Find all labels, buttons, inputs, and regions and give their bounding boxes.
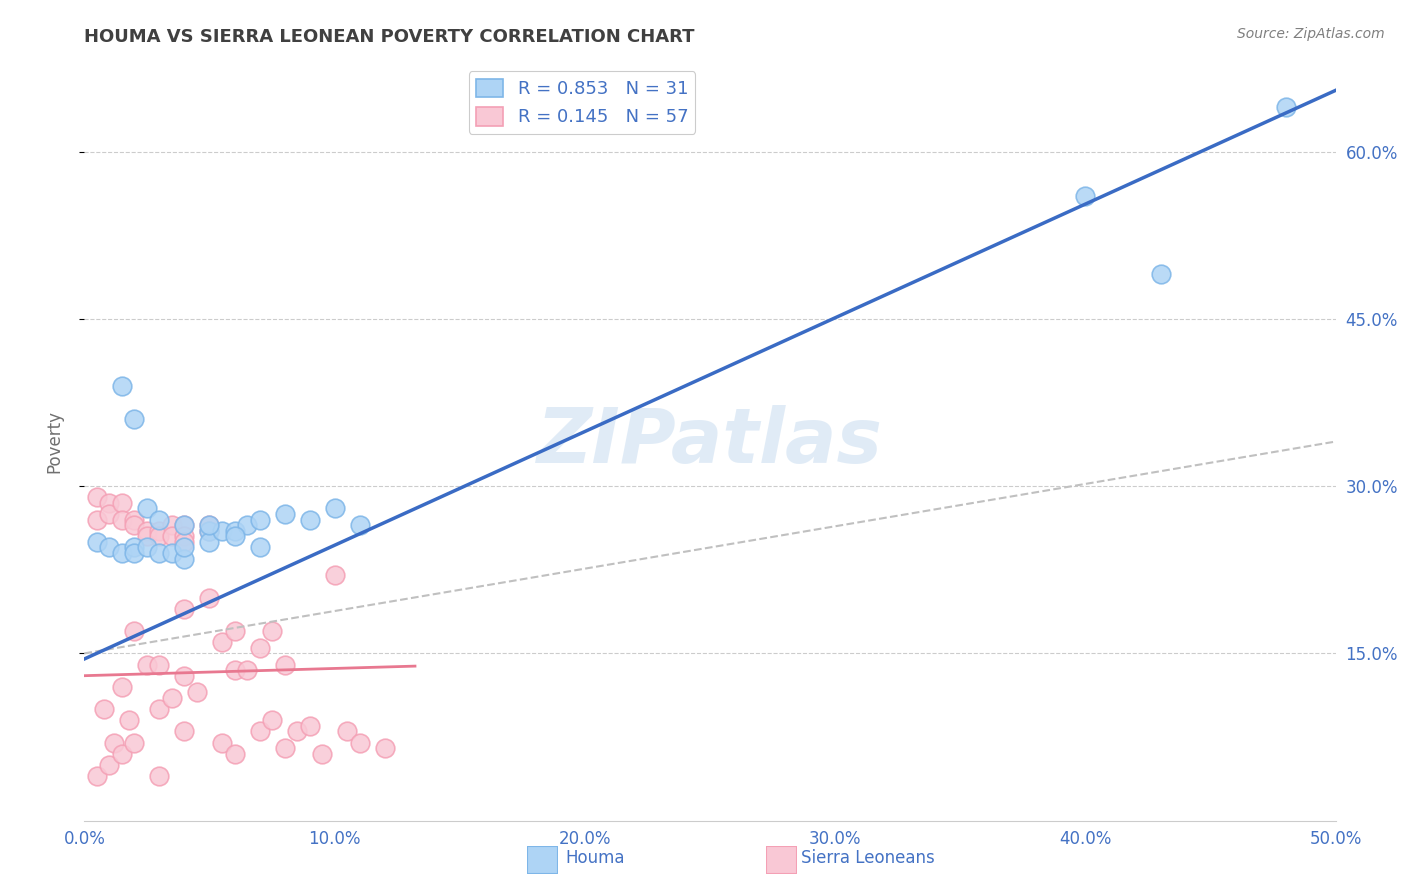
Point (124, 546, 146, 560)
Point (198, 591, 221, 605)
Point (198, 518, 221, 533)
Point (111, 378, 134, 392)
Point (118, 714, 141, 728)
Point (124, 735, 146, 749)
Point (211, 735, 233, 749)
Text: ZIPatlas: ZIPatlas (537, 405, 883, 478)
Point (148, 702, 170, 716)
Point (349, 518, 371, 533)
Point (249, 541, 271, 555)
Point (111, 747, 134, 761)
Point (186, 685, 208, 699)
Point (86, 535, 108, 549)
Point (224, 663, 246, 677)
Point (374, 741, 396, 756)
Point (98, 496, 121, 510)
Point (311, 747, 333, 761)
Point (1274, 100, 1296, 114)
Point (98, 541, 121, 555)
Point (1074, 189, 1097, 203)
Point (211, 524, 233, 538)
Point (136, 524, 159, 538)
Point (173, 518, 195, 533)
Point (273, 741, 295, 756)
Point (336, 724, 359, 739)
Point (273, 657, 295, 672)
Point (124, 541, 146, 555)
Point (160, 546, 183, 560)
Y-axis label: Poverty: Poverty (45, 410, 63, 473)
Point (249, 640, 271, 655)
Point (148, 657, 170, 672)
Point (136, 541, 159, 555)
Point (124, 624, 146, 639)
Point (86, 491, 108, 505)
Point (1149, 268, 1171, 282)
Point (224, 529, 246, 543)
Point (236, 663, 259, 677)
Point (173, 602, 195, 616)
Point (148, 529, 170, 543)
Point (136, 529, 159, 543)
Point (198, 518, 221, 533)
Text: Source: ZipAtlas.com: Source: ZipAtlas.com (1237, 27, 1385, 41)
Point (93, 702, 115, 716)
Text: Sierra Leoneans: Sierra Leoneans (801, 849, 935, 867)
Point (111, 512, 134, 526)
Point (160, 690, 183, 705)
Point (298, 719, 321, 733)
Point (224, 624, 246, 639)
Point (160, 529, 183, 543)
Point (136, 657, 159, 672)
Point (103, 735, 125, 749)
Point (86, 512, 108, 526)
Point (124, 512, 146, 526)
Point (323, 568, 346, 582)
Point (173, 724, 195, 739)
Text: Houma: Houma (565, 849, 624, 867)
Legend: R = 0.853   N = 31, R = 0.145   N = 57: R = 0.853 N = 31, R = 0.145 N = 57 (468, 71, 696, 134)
Point (198, 524, 221, 538)
Point (148, 546, 170, 560)
Point (262, 624, 284, 639)
Point (173, 669, 195, 683)
Point (173, 535, 195, 549)
Point (148, 524, 170, 538)
Point (173, 541, 195, 555)
Point (285, 724, 308, 739)
Point (124, 412, 146, 426)
Point (262, 714, 284, 728)
Point (249, 724, 271, 739)
Point (98, 507, 121, 521)
Text: HOUMA VS SIERRA LEONEAN POVERTY CORRELATION CHART: HOUMA VS SIERRA LEONEAN POVERTY CORRELAT… (84, 28, 695, 45)
Point (198, 535, 221, 549)
Point (124, 518, 146, 533)
Point (86, 769, 108, 783)
Point (224, 524, 246, 538)
Point (236, 518, 259, 533)
Point (160, 518, 183, 533)
Point (349, 735, 371, 749)
Point (173, 529, 195, 543)
Point (111, 680, 134, 694)
Point (111, 496, 134, 510)
Point (249, 512, 271, 526)
Point (148, 769, 170, 783)
Point (224, 747, 246, 761)
Point (173, 551, 195, 566)
Point (323, 501, 346, 516)
Point (98, 758, 121, 772)
Point (148, 512, 170, 526)
Point (273, 507, 295, 521)
Point (136, 501, 159, 516)
Point (173, 518, 195, 533)
Point (111, 546, 134, 560)
Point (211, 635, 233, 649)
Point (198, 524, 221, 538)
Point (298, 512, 321, 526)
